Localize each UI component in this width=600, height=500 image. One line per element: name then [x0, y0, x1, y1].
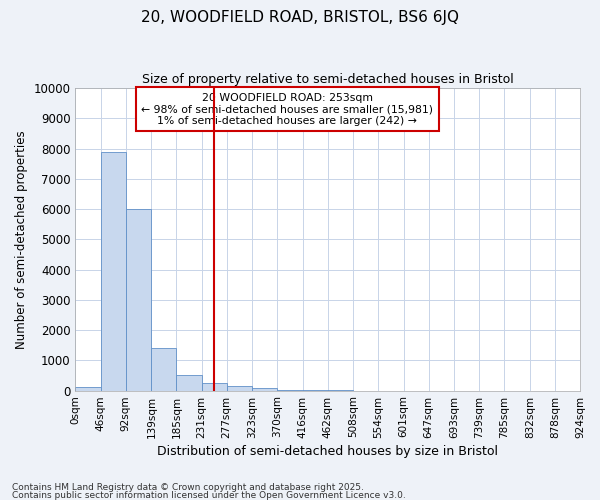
Bar — [101, 152, 125, 390]
Text: Contains public sector information licensed under the Open Government Licence v3: Contains public sector information licen… — [12, 490, 406, 500]
Bar — [252, 388, 277, 390]
Bar — [176, 376, 202, 390]
Text: Contains HM Land Registry data © Crown copyright and database right 2025.: Contains HM Land Registry data © Crown c… — [12, 484, 364, 492]
Bar — [76, 386, 101, 390]
Title: Size of property relative to semi-detached houses in Bristol: Size of property relative to semi-detach… — [142, 72, 514, 86]
Bar — [151, 348, 176, 391]
Text: 20, WOODFIELD ROAD, BRISTOL, BS6 6JQ: 20, WOODFIELD ROAD, BRISTOL, BS6 6JQ — [141, 10, 459, 25]
Bar — [202, 383, 227, 390]
Text: 20 WOODFIELD ROAD: 253sqm
← 98% of semi-detached houses are smaller (15,981)
1% : 20 WOODFIELD ROAD: 253sqm ← 98% of semi-… — [142, 92, 433, 126]
Bar — [125, 209, 151, 390]
X-axis label: Distribution of semi-detached houses by size in Bristol: Distribution of semi-detached houses by … — [157, 444, 498, 458]
Bar — [227, 386, 252, 390]
Y-axis label: Number of semi-detached properties: Number of semi-detached properties — [15, 130, 28, 348]
